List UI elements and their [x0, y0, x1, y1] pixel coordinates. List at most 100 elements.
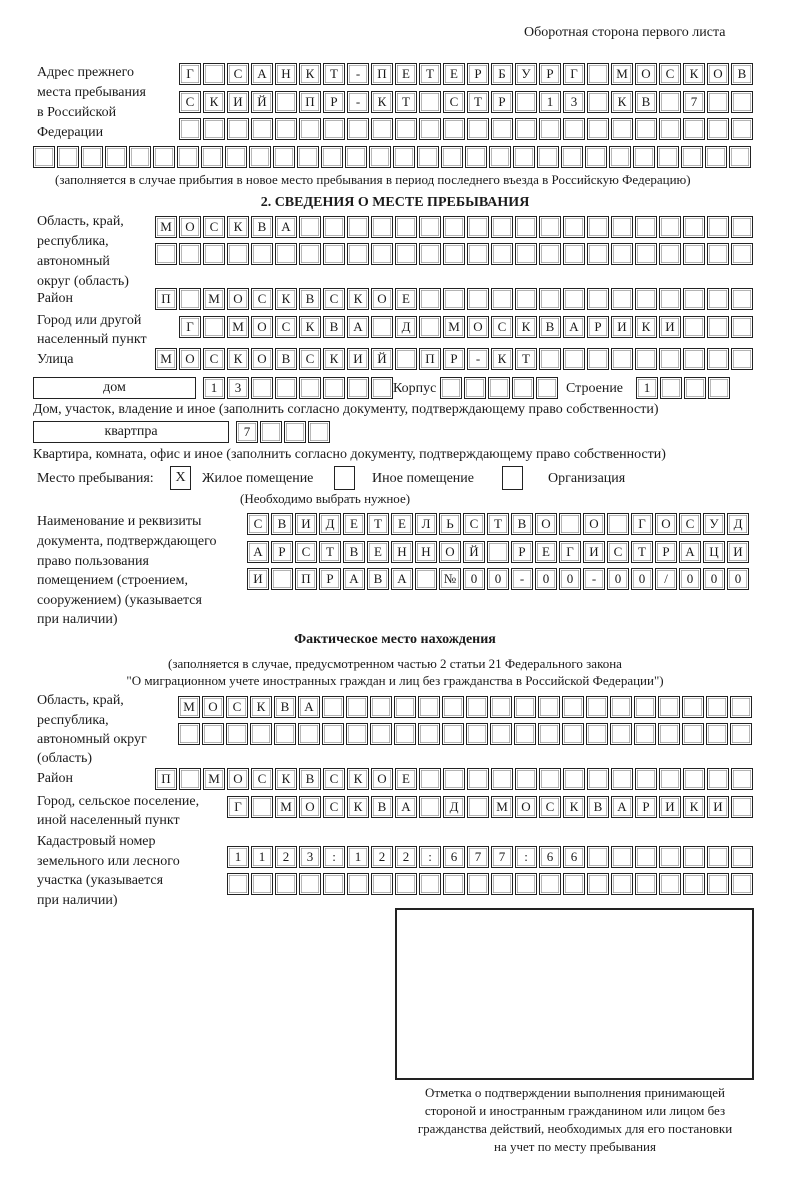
char-cell[interactable] [467, 118, 489, 140]
char-cell[interactable] [707, 91, 729, 113]
char-cell[interactable] [490, 696, 512, 718]
char-cell[interactable]: Т [323, 63, 345, 85]
char-cell[interactable] [730, 723, 752, 745]
char-cell[interactable]: М [443, 316, 465, 338]
char-cell[interactable]: В [371, 796, 393, 818]
char-cell[interactable]: С [659, 63, 681, 85]
char-cell[interactable]: В [539, 316, 561, 338]
char-cell[interactable] [658, 723, 680, 745]
char-cell[interactable]: К [299, 316, 321, 338]
char-cell[interactable]: Р [271, 541, 293, 563]
char-cell[interactable]: П [371, 63, 393, 85]
char-cell[interactable] [57, 146, 79, 168]
char-cell[interactable] [731, 118, 753, 140]
char-cell[interactable]: О [299, 796, 321, 818]
char-cell[interactable]: - [467, 348, 489, 370]
char-cell[interactable]: Е [391, 513, 413, 535]
char-cell[interactable] [609, 146, 631, 168]
char-cell[interactable] [707, 873, 729, 895]
char-cell[interactable] [539, 118, 561, 140]
char-cell[interactable]: И [727, 541, 749, 563]
char-cell[interactable]: А [298, 696, 320, 718]
char-cell[interactable] [587, 118, 609, 140]
char-cell[interactable]: А [343, 568, 365, 590]
char-cell[interactable]: В [274, 696, 296, 718]
char-cell[interactable] [660, 377, 682, 399]
char-cell[interactable] [611, 243, 633, 265]
char-cell[interactable] [394, 723, 416, 745]
char-cell[interactable]: Т [515, 348, 537, 370]
char-cell[interactable]: М [155, 348, 177, 370]
char-cell[interactable] [491, 768, 513, 790]
char-cell[interactable] [465, 146, 487, 168]
char-cell[interactable]: Е [343, 513, 365, 535]
char-cell[interactable] [275, 91, 297, 113]
apartment-type-field[interactable]: квартпра [33, 421, 229, 443]
char-cell[interactable]: 1 [636, 377, 658, 399]
char-cell[interactable] [322, 696, 344, 718]
char-cell[interactable] [587, 288, 609, 310]
char-cell[interactable]: 0 [679, 568, 701, 590]
char-cell[interactable]: К [203, 91, 225, 113]
char-cell[interactable]: Р [319, 568, 341, 590]
checkbox-organization[interactable] [502, 466, 523, 490]
char-cell[interactable]: С [323, 768, 345, 790]
char-cell[interactable] [514, 723, 536, 745]
char-cell[interactable]: К [635, 316, 657, 338]
char-cell[interactable] [587, 768, 609, 790]
char-cell[interactable] [299, 873, 321, 895]
char-cell[interactable] [587, 348, 609, 370]
char-cell[interactable] [179, 118, 201, 140]
char-cell[interactable] [586, 723, 608, 745]
char-cell[interactable] [443, 288, 465, 310]
char-cell[interactable] [275, 118, 297, 140]
char-cell[interactable] [731, 91, 753, 113]
char-cell[interactable]: Р [655, 541, 677, 563]
char-cell[interactable]: С [226, 696, 248, 718]
char-cell[interactable] [659, 348, 681, 370]
char-cell[interactable] [371, 216, 393, 238]
char-cell[interactable] [731, 768, 753, 790]
char-cell[interactable] [587, 243, 609, 265]
char-cell[interactable]: Р [539, 63, 561, 85]
char-cell[interactable] [417, 146, 439, 168]
char-cell[interactable]: К [347, 796, 369, 818]
char-cell[interactable]: О [635, 63, 657, 85]
char-cell[interactable]: О [535, 513, 557, 535]
char-cell[interactable] [394, 696, 416, 718]
char-cell[interactable] [371, 118, 393, 140]
char-cell[interactable]: О [179, 216, 201, 238]
char-cell[interactable] [659, 846, 681, 868]
char-cell[interactable]: 1 [251, 846, 273, 868]
char-cell[interactable]: Г [179, 63, 201, 85]
char-cell[interactable] [467, 216, 489, 238]
char-cell[interactable]: В [299, 768, 321, 790]
char-cell[interactable] [345, 146, 367, 168]
char-cell[interactable] [512, 377, 534, 399]
char-cell[interactable]: П [155, 288, 177, 310]
char-cell[interactable] [299, 216, 321, 238]
char-cell[interactable] [346, 696, 368, 718]
char-cell[interactable]: Т [487, 513, 509, 535]
char-cell[interactable]: 7 [467, 846, 489, 868]
char-cell[interactable]: С [227, 63, 249, 85]
char-cell[interactable] [491, 873, 513, 895]
char-cell[interactable] [515, 243, 537, 265]
char-cell[interactable]: Г [631, 513, 653, 535]
char-cell[interactable] [731, 316, 753, 338]
char-cell[interactable]: 0 [559, 568, 581, 590]
char-cell[interactable]: 6 [443, 846, 465, 868]
char-cell[interactable]: Д [727, 513, 749, 535]
char-cell[interactable] [443, 216, 465, 238]
char-cell[interactable] [561, 146, 583, 168]
char-cell[interactable]: С [295, 541, 317, 563]
char-cell[interactable]: И [583, 541, 605, 563]
char-cell[interactable] [275, 243, 297, 265]
char-cell[interactable] [635, 118, 657, 140]
char-cell[interactable]: Р [443, 348, 465, 370]
char-cell[interactable] [659, 288, 681, 310]
char-cell[interactable] [491, 118, 513, 140]
char-cell[interactable]: А [347, 316, 369, 338]
char-cell[interactable]: К [683, 63, 705, 85]
char-cell[interactable]: Й [251, 91, 273, 113]
